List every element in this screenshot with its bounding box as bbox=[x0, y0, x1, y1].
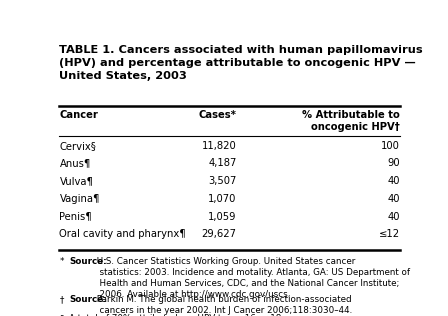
Text: Source:: Source: bbox=[69, 257, 107, 266]
Text: 100: 100 bbox=[381, 141, 400, 151]
Text: Vulva¶: Vulva¶ bbox=[60, 176, 94, 186]
Text: 90: 90 bbox=[387, 158, 400, 168]
Text: Anus¶: Anus¶ bbox=[60, 158, 91, 168]
Text: *: * bbox=[60, 257, 64, 266]
Text: Vagina¶: Vagina¶ bbox=[60, 194, 100, 204]
Text: 40: 40 bbox=[387, 212, 400, 222]
Text: 3,507: 3,507 bbox=[208, 176, 237, 186]
Text: TABLE 1. Cancers associated with human papillomavirus
(HPV) and percentage attri: TABLE 1. Cancers associated with human p… bbox=[60, 45, 423, 81]
Text: 4,187: 4,187 bbox=[208, 158, 237, 168]
Text: †: † bbox=[60, 295, 64, 304]
Text: % Attributable to
oncogenic HPV†: % Attributable to oncogenic HPV† bbox=[302, 110, 400, 132]
Text: Parkin M. The global health burden of infection-associated
  cancers in the year: Parkin M. The global health burden of in… bbox=[94, 295, 353, 315]
Text: U.S. Cancer Statistics Working Group. United States cancer
  statistics: 2003. I: U.S. Cancer Statistics Working Group. Un… bbox=[94, 257, 410, 299]
Text: Source:: Source: bbox=[69, 295, 107, 304]
Text: 29,627: 29,627 bbox=[202, 229, 237, 240]
Text: 11,820: 11,820 bbox=[202, 141, 237, 151]
Text: 40: 40 bbox=[387, 176, 400, 186]
Text: §: § bbox=[60, 314, 64, 316]
Text: Cancer: Cancer bbox=[60, 110, 99, 120]
Text: Cases*: Cases* bbox=[198, 110, 237, 120]
Text: A total of 70% attributed are HPV types 16 or 18.: A total of 70% attributed are HPV types … bbox=[69, 314, 284, 316]
Text: 1,070: 1,070 bbox=[208, 194, 237, 204]
Text: Oral cavity and pharynx¶: Oral cavity and pharynx¶ bbox=[60, 229, 186, 240]
Text: Penis¶: Penis¶ bbox=[60, 212, 92, 222]
Text: 1,059: 1,059 bbox=[208, 212, 237, 222]
Text: 40: 40 bbox=[387, 194, 400, 204]
Text: Cervix§: Cervix§ bbox=[60, 141, 96, 151]
Text: ≤12: ≤12 bbox=[379, 229, 400, 240]
